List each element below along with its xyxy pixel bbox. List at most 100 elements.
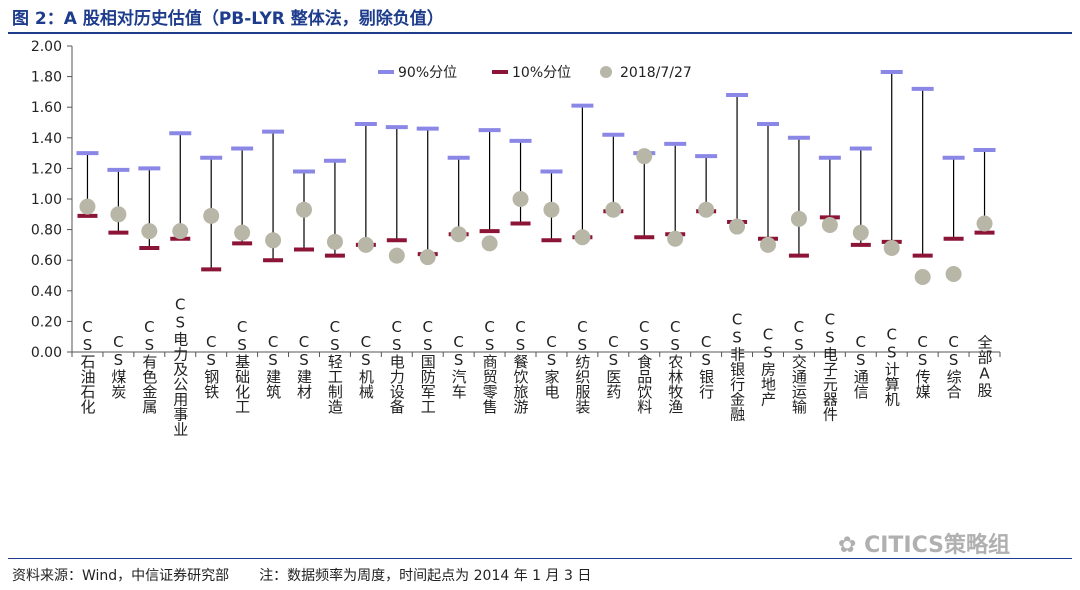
current-point xyxy=(172,223,189,240)
category-group xyxy=(76,151,99,218)
category-group xyxy=(726,92,749,235)
category-label: CS家电 xyxy=(542,333,560,399)
category-label: CS房地产 xyxy=(759,326,777,407)
current-point xyxy=(790,210,807,227)
category-group xyxy=(602,132,625,218)
current-point xyxy=(326,233,343,250)
current-point xyxy=(729,218,746,235)
legend-label: 10%分位 xyxy=(512,65,571,81)
y-tick-label: 0.40 xyxy=(31,284,62,300)
y-tick-label: 1.60 xyxy=(31,100,62,116)
current-point xyxy=(419,249,436,266)
current-point xyxy=(265,232,282,249)
category-label: CS非银行金融 xyxy=(728,311,746,422)
figure-title: 图 2：A 股相对历史估值（PB-LYR 整体法，剔除负值） xyxy=(12,9,444,29)
category-label: CS交通运输 xyxy=(790,318,808,414)
category-group xyxy=(354,122,377,253)
category-label: CS银行 xyxy=(697,333,715,400)
category-group xyxy=(633,148,656,240)
category-group xyxy=(911,86,934,286)
category-group xyxy=(787,135,810,258)
category-group xyxy=(293,169,315,252)
current-point xyxy=(450,226,467,243)
chart-marks xyxy=(76,70,996,286)
category-label: CS基础化工 xyxy=(233,318,251,414)
category-group xyxy=(107,167,130,235)
category-label: CS商贸零售 xyxy=(481,318,499,414)
category-group xyxy=(231,146,254,246)
current-point xyxy=(481,235,498,252)
legend-item: 10%分位 xyxy=(492,65,571,81)
current-point xyxy=(141,223,158,240)
current-point xyxy=(512,191,529,207)
current-point xyxy=(543,201,560,218)
watermark-text: CITICS策略组 xyxy=(864,533,1011,558)
category-group xyxy=(169,131,192,241)
y-tick-label: 1.40 xyxy=(31,131,62,147)
category-group xyxy=(757,122,779,253)
category-label: CS有色金属 xyxy=(140,318,158,414)
y-tick-label: 1.20 xyxy=(31,161,62,177)
legend-item: 90%分位 xyxy=(378,65,457,81)
category-group xyxy=(695,154,718,218)
category-label: CS通信 xyxy=(852,333,870,399)
y-tick-label: 0.80 xyxy=(31,223,62,239)
note-text: 注：数据频率为周度，时间起点为 2014 年 1 月 3 日 xyxy=(259,568,592,584)
category-group xyxy=(509,138,532,226)
category-label: CS石油石化 xyxy=(78,318,96,414)
category-label: CS医药 xyxy=(604,333,622,400)
category-label: CS纺织服装 xyxy=(573,318,591,414)
category-label: CS电力设备 xyxy=(388,318,406,414)
category-group xyxy=(849,146,872,247)
current-point xyxy=(79,198,96,215)
source-text: 资料来源：Wind，中信证券研究部 xyxy=(12,568,230,584)
category-group xyxy=(818,155,841,234)
category-label: CS建材 xyxy=(295,333,313,399)
category-group xyxy=(571,103,594,246)
chart-legend: 90%分位 10%分位 2018/7/27 xyxy=(378,65,692,81)
category-group xyxy=(447,155,470,243)
current-point xyxy=(234,224,251,241)
y-tick-label: 0.00 xyxy=(31,345,62,361)
current-point xyxy=(976,215,993,232)
wechat-icon: ✿ xyxy=(838,533,865,558)
y-tick-label: 2.00 xyxy=(31,39,62,55)
legend-item: 2018/7/27 xyxy=(600,65,692,81)
current-point xyxy=(945,265,962,282)
category-label: CS农林牧渔 xyxy=(666,318,684,414)
category-group xyxy=(385,125,408,264)
category-label: CS煤炭 xyxy=(109,333,127,399)
x-axis xyxy=(71,351,1001,357)
legend-swatch-current xyxy=(600,66,612,78)
category-group xyxy=(138,166,161,250)
legend-label: 2018/7/27 xyxy=(620,65,692,81)
category-label: 全部A股 xyxy=(976,334,994,399)
category-label: CS电力及公用事业 xyxy=(171,296,189,437)
category-label: CS国防军工 xyxy=(419,318,437,414)
category-group xyxy=(540,169,563,243)
current-point xyxy=(852,224,869,241)
category-group xyxy=(262,129,285,263)
category-group xyxy=(942,155,965,282)
current-point xyxy=(110,206,127,223)
category-label: CS钢铁 xyxy=(202,333,220,399)
current-point xyxy=(636,148,653,165)
current-point xyxy=(760,236,776,253)
current-point xyxy=(821,217,838,234)
category-group xyxy=(323,158,346,258)
y-tick-label: 1.80 xyxy=(31,70,62,86)
watermark: ✿ CITICS策略组 xyxy=(838,527,1010,559)
category-group xyxy=(478,128,501,252)
category-label: CS计算机 xyxy=(883,326,901,408)
category-label: CS食品饮料 xyxy=(635,318,653,414)
footer-divider xyxy=(8,558,1072,559)
title-divider xyxy=(8,32,1072,34)
category-label: CS餐饮旅游 xyxy=(512,318,530,415)
current-point xyxy=(914,269,931,286)
category-label: CS汽车 xyxy=(450,333,468,399)
current-point xyxy=(296,201,312,218)
category-label: CS轻工制造 xyxy=(326,318,344,415)
range-chart: 0.00 0.20 0.40 0.60 0.80 1.00 1.20 1.40 1.60 1.80… xyxy=(31,39,1001,437)
category-label: CS建筑 xyxy=(264,333,282,400)
current-point xyxy=(883,239,900,256)
